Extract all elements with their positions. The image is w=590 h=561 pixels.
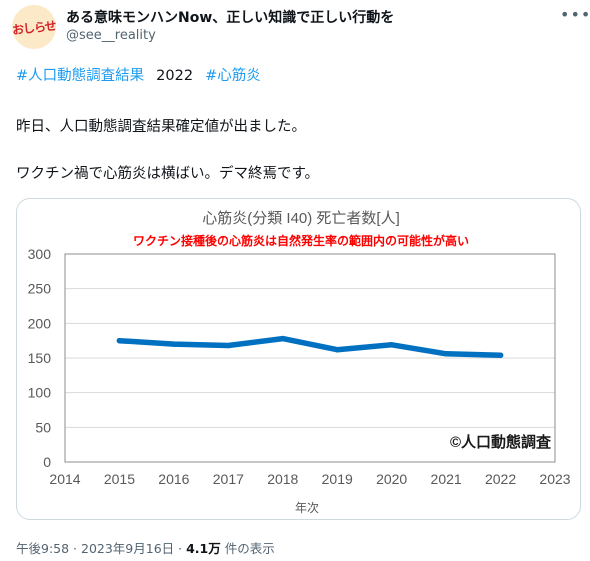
x-tick-label: 2015 (104, 471, 135, 487)
data-point (280, 335, 286, 342)
x-tick-label: 2014 (49, 471, 80, 487)
hashtag-line: #人口動態調査結果 2022 #心筋炎 (16, 64, 261, 85)
y-tick-label: 150 (28, 350, 52, 366)
chart-subtitle: ワクチン接種後の心筋炎は自然発生率の範囲内の可能性が高い (133, 233, 469, 248)
data-point (116, 337, 123, 344)
data-point (497, 352, 504, 358)
x-tick-label: 2017 (213, 471, 244, 487)
data-point (171, 341, 177, 347)
line-chart: 心筋炎(分類 I40) 死亡者数[人] ワクチン接種後の心筋炎は自然発生率の範囲… (28, 210, 571, 515)
x-tick-label: 2018 (267, 471, 298, 487)
x-tick-label: 2023 (539, 471, 570, 487)
y-tick-label: 250 (28, 281, 52, 297)
avatar[interactable]: おしらせ (12, 5, 56, 49)
series-line (116, 335, 504, 358)
more-dots-icon[interactable]: ••• (560, 5, 590, 24)
data-point (388, 342, 395, 348)
x-tick-label: 2020 (376, 471, 407, 487)
x-tick-label: 2019 (322, 471, 353, 487)
hashtag-link[interactable]: #心筋炎 (205, 68, 261, 84)
plot-frame (64, 253, 556, 463)
y-tick-label: 50 (35, 419, 51, 435)
chart-title: 心筋炎(分類 I40) 死亡者数[人] (202, 210, 400, 227)
views-label: 件の表示 (220, 541, 275, 556)
views-count: 4.1万 (186, 541, 221, 556)
x-axis-label: 年次 (295, 501, 319, 515)
data-point (334, 346, 340, 353)
tweet-meta: 午後9:58 · 2023年9月16日 · 4.1万 件の表示 (16, 538, 275, 557)
tweet-image[interactable]: 心筋炎(分類 I40) 死亡者数[人] ワクチン接種後の心筋炎は自然発生率の範囲… (16, 198, 581, 520)
y-tick-label: 300 (28, 246, 52, 262)
hashtag-link[interactable]: #人口動態調査結果 (16, 68, 145, 84)
avatar-text: おしらせ (12, 18, 56, 37)
series-layer (116, 335, 504, 358)
source-annotation: ©人口動態調査 (450, 433, 552, 451)
data-point (443, 351, 449, 357)
y-tick-label: 100 (28, 385, 52, 401)
y-tick-label: 0 (43, 454, 51, 470)
data-point (225, 342, 232, 349)
tweet-text-line: ワクチン禍で心筋炎は横ばい。デマ終焉です。 (16, 166, 320, 182)
grid-lines (65, 288, 555, 428)
display-name[interactable]: ある意味モンハンNow、正しい知識で正しい行動を (66, 10, 395, 26)
user-handle[interactable]: @see__reality (66, 28, 156, 43)
y-tick-label: 200 (28, 315, 52, 331)
x-tick-label: 2021 (431, 471, 462, 487)
tweet-text-line: 昨日、人口動態調査結果確定値が出ました。 (16, 119, 306, 135)
y-tick-labels: 0 50 100 150 200 250 300 (28, 246, 52, 470)
x-tick-label: 2022 (485, 471, 516, 487)
year-text: 2022 (156, 68, 194, 84)
x-tick-labels: 2014 2015 2016 2017 2018 2019 2020 2021 2022 2023 (49, 471, 570, 487)
timestamp-link[interactable]: 午後9:58 · 2023年9月16日 · (16, 541, 187, 556)
x-tick-label: 2016 (158, 471, 189, 487)
